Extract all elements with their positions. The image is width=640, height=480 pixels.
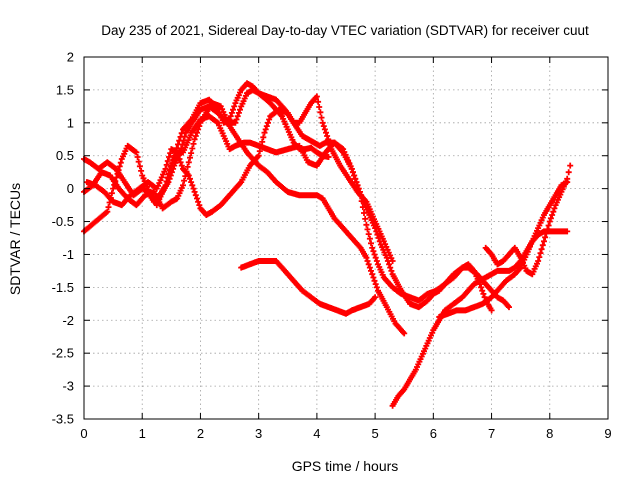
x-tick-label: 8 bbox=[546, 426, 553, 441]
x-tick-label: 6 bbox=[430, 426, 437, 441]
series-sat-6 bbox=[238, 258, 379, 317]
y-tick-label: 1.5 bbox=[56, 82, 74, 97]
x-tick-label: 3 bbox=[255, 426, 262, 441]
plot-frame bbox=[83, 56, 609, 420]
series-sat-3 bbox=[81, 100, 408, 337]
x-tick-label: 4 bbox=[313, 426, 320, 441]
y-tick-label: -1 bbox=[62, 247, 74, 262]
x-tick-label: 0 bbox=[80, 426, 87, 441]
x-tick-label: 1 bbox=[139, 426, 146, 441]
x-axis-ticks: 0 1 2 3 4 5 6 7 8 9 bbox=[80, 57, 612, 441]
x-tick-label: 5 bbox=[371, 426, 378, 441]
series-layer bbox=[81, 80, 574, 409]
series-sat-1 bbox=[81, 80, 332, 235]
chart-title: Day 235 of 2021, Sidereal Day-to-day VTE… bbox=[101, 23, 589, 38]
x-tick-label: 9 bbox=[604, 426, 611, 441]
y-tick-label: -3 bbox=[62, 379, 74, 394]
series-sat-2 bbox=[81, 113, 495, 314]
grid-lines bbox=[84, 57, 608, 419]
y-tick-label: -1.5 bbox=[52, 280, 74, 295]
y-tick-label: -2 bbox=[62, 313, 74, 328]
series-sat-9 bbox=[482, 162, 574, 278]
y-axis-label: SDTVAR / TECUs bbox=[7, 183, 23, 295]
x-tick-label: 7 bbox=[488, 426, 495, 441]
x-tick-label: 2 bbox=[197, 426, 204, 441]
y-tick-label: 0.5 bbox=[56, 148, 74, 163]
series-sat-7 bbox=[389, 228, 571, 409]
y-tick-label: -3.5 bbox=[52, 412, 74, 427]
y-tick-label: -0.5 bbox=[52, 214, 74, 229]
y-tick-label: 2 bbox=[67, 50, 74, 65]
y-tick-label: 0 bbox=[67, 181, 74, 196]
y-tick-label: 1 bbox=[67, 115, 74, 130]
x-axis-label: GPS time / hours bbox=[292, 458, 399, 474]
series-sat-5 bbox=[153, 86, 512, 311]
y-axis-ticks: -3.5 -3 -2.5 -2 -1.5 -1 -0.5 0 0.5 1 1.5 2 bbox=[52, 50, 608, 427]
y-tick-label: -2.5 bbox=[52, 346, 74, 361]
